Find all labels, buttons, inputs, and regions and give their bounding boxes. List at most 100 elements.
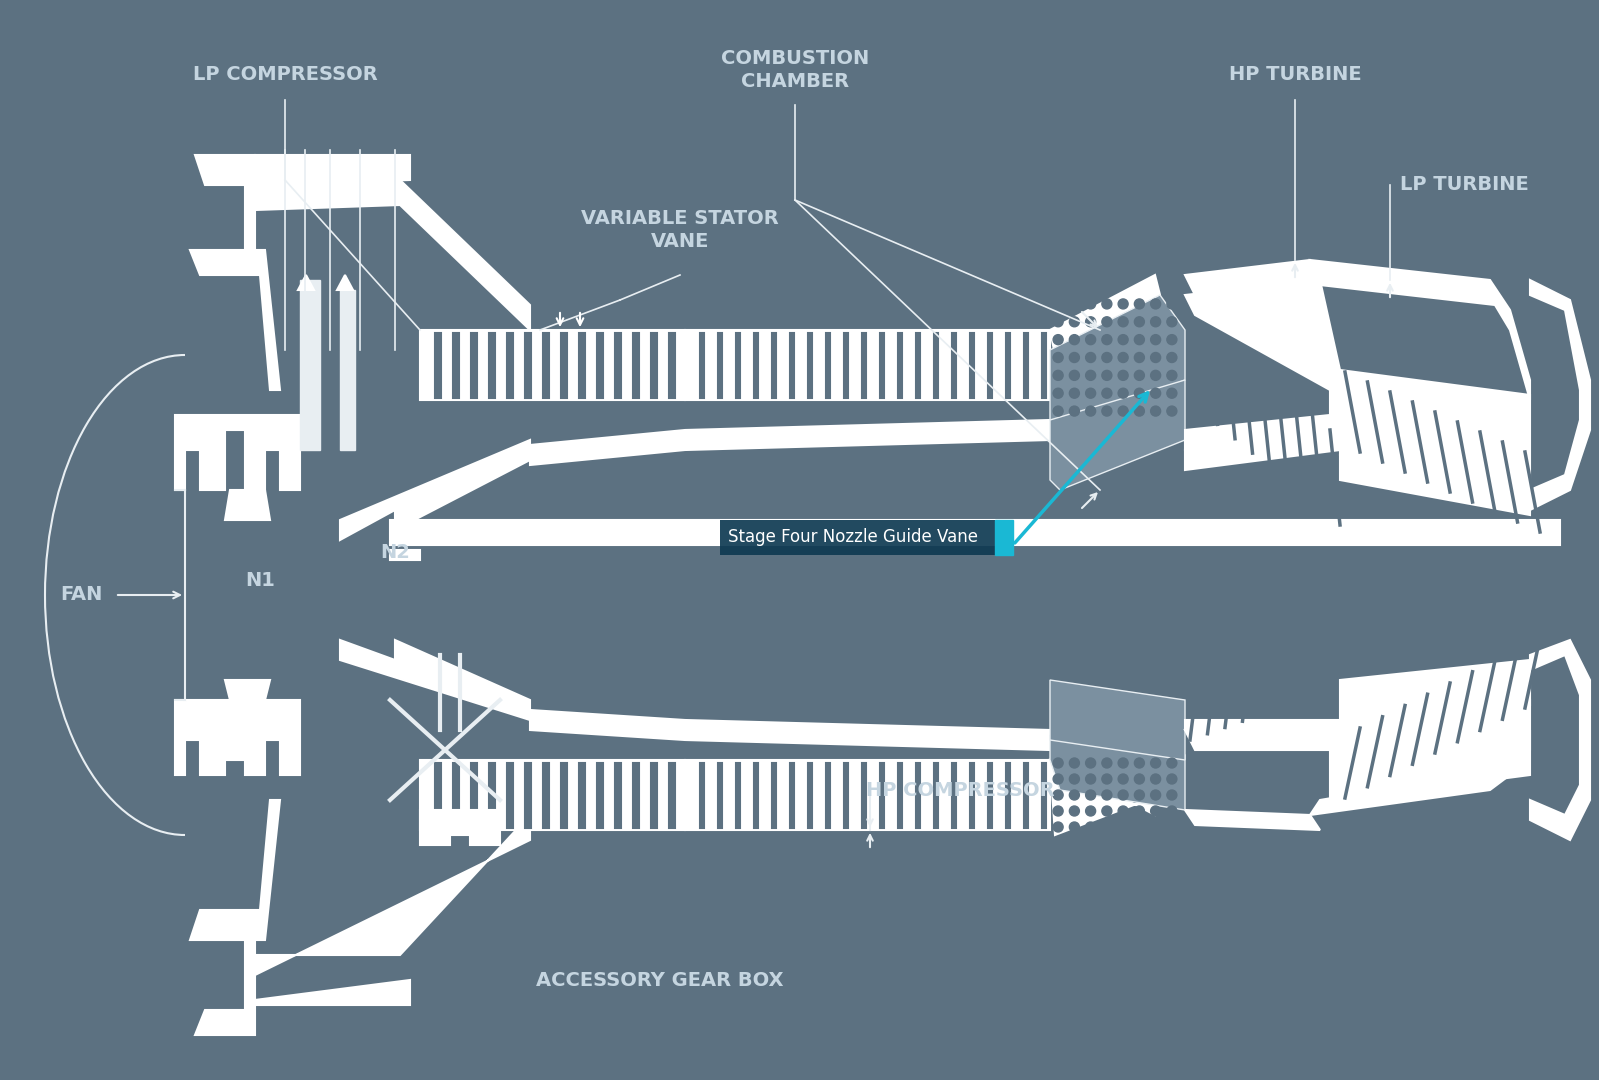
Circle shape bbox=[1118, 299, 1129, 309]
Circle shape bbox=[1134, 806, 1145, 816]
Polygon shape bbox=[579, 333, 585, 399]
Polygon shape bbox=[254, 980, 409, 1005]
Polygon shape bbox=[1051, 735, 1185, 810]
Polygon shape bbox=[651, 333, 657, 399]
Polygon shape bbox=[341, 440, 529, 540]
Circle shape bbox=[1118, 406, 1129, 416]
Polygon shape bbox=[254, 180, 529, 330]
Polygon shape bbox=[390, 519, 1561, 545]
Polygon shape bbox=[1185, 730, 1340, 810]
Polygon shape bbox=[736, 333, 740, 399]
Polygon shape bbox=[421, 760, 684, 831]
Polygon shape bbox=[421, 810, 500, 845]
Circle shape bbox=[1102, 316, 1111, 327]
Circle shape bbox=[1134, 406, 1145, 416]
Circle shape bbox=[1151, 370, 1161, 380]
Circle shape bbox=[1151, 822, 1161, 832]
Circle shape bbox=[1070, 822, 1079, 832]
Polygon shape bbox=[579, 762, 585, 828]
Polygon shape bbox=[341, 291, 355, 450]
Circle shape bbox=[1134, 316, 1145, 327]
Circle shape bbox=[1070, 299, 1079, 309]
Circle shape bbox=[1086, 774, 1095, 784]
Polygon shape bbox=[807, 333, 812, 399]
Circle shape bbox=[1070, 370, 1079, 380]
Polygon shape bbox=[435, 333, 441, 399]
Circle shape bbox=[1086, 758, 1095, 768]
Polygon shape bbox=[807, 762, 812, 828]
Polygon shape bbox=[668, 333, 675, 399]
Polygon shape bbox=[225, 680, 270, 700]
Polygon shape bbox=[195, 156, 254, 249]
Polygon shape bbox=[596, 762, 603, 828]
Circle shape bbox=[1134, 299, 1145, 309]
Polygon shape bbox=[684, 760, 1051, 831]
Circle shape bbox=[1070, 406, 1079, 416]
Text: FAN: FAN bbox=[61, 585, 102, 605]
Polygon shape bbox=[524, 333, 531, 399]
Circle shape bbox=[1102, 335, 1111, 345]
Circle shape bbox=[1167, 822, 1177, 832]
Polygon shape bbox=[844, 333, 847, 399]
Circle shape bbox=[1151, 789, 1161, 800]
Circle shape bbox=[1086, 299, 1095, 309]
Circle shape bbox=[1102, 822, 1111, 832]
Polygon shape bbox=[1006, 333, 1011, 399]
Circle shape bbox=[1151, 316, 1161, 327]
Polygon shape bbox=[700, 762, 704, 828]
Circle shape bbox=[1102, 406, 1111, 416]
Text: N2: N2 bbox=[381, 543, 409, 563]
Polygon shape bbox=[616, 762, 620, 828]
Circle shape bbox=[1102, 370, 1111, 380]
Circle shape bbox=[1054, 822, 1063, 832]
Polygon shape bbox=[827, 333, 830, 399]
Circle shape bbox=[1118, 316, 1129, 327]
Circle shape bbox=[1054, 758, 1063, 768]
Polygon shape bbox=[390, 550, 421, 561]
Polygon shape bbox=[916, 333, 919, 399]
Polygon shape bbox=[1043, 762, 1046, 828]
Circle shape bbox=[1102, 299, 1111, 309]
Circle shape bbox=[1151, 299, 1161, 309]
Circle shape bbox=[1118, 774, 1129, 784]
Circle shape bbox=[1054, 352, 1063, 363]
Circle shape bbox=[1118, 758, 1129, 768]
Polygon shape bbox=[1051, 295, 1185, 430]
Circle shape bbox=[1054, 299, 1063, 309]
Polygon shape bbox=[862, 333, 867, 399]
Polygon shape bbox=[790, 333, 795, 399]
Circle shape bbox=[1151, 352, 1161, 363]
Polygon shape bbox=[453, 333, 459, 399]
Polygon shape bbox=[879, 333, 884, 399]
Circle shape bbox=[1134, 335, 1145, 345]
Text: LP TURBINE: LP TURBINE bbox=[1401, 175, 1529, 194]
Polygon shape bbox=[1185, 810, 1321, 831]
Circle shape bbox=[1086, 370, 1095, 380]
Circle shape bbox=[1167, 388, 1177, 399]
Text: LP COMPRESSOR: LP COMPRESSOR bbox=[192, 66, 377, 84]
Circle shape bbox=[1054, 774, 1063, 784]
Polygon shape bbox=[1340, 700, 1530, 800]
Circle shape bbox=[1134, 758, 1145, 768]
Circle shape bbox=[1070, 774, 1079, 784]
Circle shape bbox=[1167, 316, 1177, 327]
Circle shape bbox=[1086, 316, 1095, 327]
Circle shape bbox=[1086, 335, 1095, 345]
Circle shape bbox=[1054, 335, 1063, 345]
Circle shape bbox=[1167, 370, 1177, 380]
Circle shape bbox=[1167, 789, 1177, 800]
Polygon shape bbox=[472, 762, 477, 828]
Circle shape bbox=[1167, 406, 1177, 416]
Circle shape bbox=[1118, 789, 1129, 800]
Polygon shape bbox=[899, 762, 902, 828]
Polygon shape bbox=[453, 762, 459, 828]
Circle shape bbox=[1118, 822, 1129, 832]
Polygon shape bbox=[879, 762, 884, 828]
Circle shape bbox=[1054, 789, 1063, 800]
Circle shape bbox=[1151, 388, 1161, 399]
Polygon shape bbox=[297, 275, 313, 291]
Polygon shape bbox=[1185, 720, 1340, 730]
Polygon shape bbox=[862, 762, 867, 828]
Polygon shape bbox=[755, 333, 758, 399]
Polygon shape bbox=[190, 249, 280, 390]
